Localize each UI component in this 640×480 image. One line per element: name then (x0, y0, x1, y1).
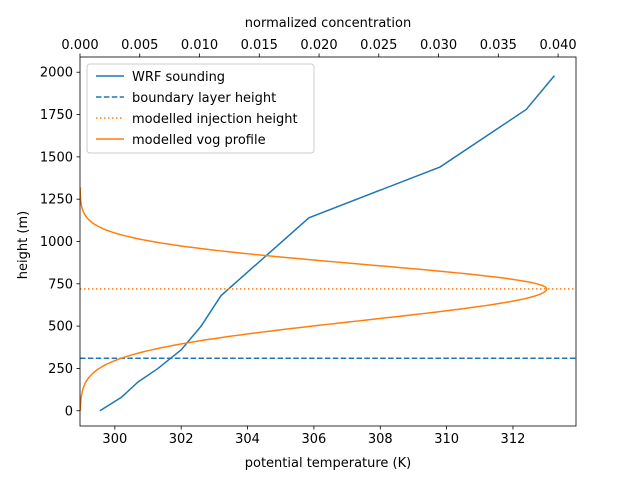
series-line-vog-profile (80, 187, 548, 411)
x-tick-label-bottom: 312 (501, 432, 526, 447)
x-axis-label-top: normalized concentration (245, 16, 411, 31)
x-tick-label-top: 0.040 (539, 38, 576, 53)
y-tick-label: 1000 (40, 235, 73, 250)
x-tick-label-top: 0.030 (420, 38, 457, 53)
legend-entry: modelled vog profile (132, 133, 266, 148)
series-group (80, 75, 576, 412)
y-tick-label: 250 (48, 362, 73, 377)
legend-entry: modelled injection height (132, 112, 298, 127)
x-tick-label-top: 0.005 (121, 38, 158, 53)
legend-entry: WRF sounding (132, 70, 225, 85)
x-tick-label-bottom: 306 (301, 432, 326, 447)
x-tick-label-bottom: 304 (235, 432, 260, 447)
y-axis-label: height (m) (16, 211, 31, 279)
y-tick-label: 1750 (40, 108, 73, 123)
x-tick-label-bottom: 300 (102, 432, 127, 447)
y-tick-label: 2000 (40, 66, 73, 81)
y-tick-label: 750 (48, 277, 73, 292)
axes: 300 302 304 306 308 310 312 0.000 0.005 0.010 0.01… (40, 38, 577, 447)
x-tick-label-bottom: 308 (368, 432, 393, 447)
y-tick-label: 1250 (40, 193, 73, 208)
x-tick-label-top: 0.035 (480, 38, 517, 53)
plot-area (80, 75, 576, 412)
x-tick-label-top: 0.025 (360, 38, 397, 53)
y-tick-label: 500 (48, 320, 73, 335)
y-tick-label: 0 (65, 404, 73, 419)
x-tick-label-top: 0.000 (61, 38, 98, 53)
x-tick-label-top: 0.015 (241, 38, 278, 53)
legend-entry: boundary layer height (132, 91, 276, 106)
x-tick-label-top: 0.010 (181, 38, 218, 53)
x-tick-label-top: 0.020 (300, 38, 337, 53)
legend-frame (86, 63, 315, 154)
x-tick-label-bottom: 310 (434, 432, 459, 447)
x-axis-label-bottom: potential temperature (K) (245, 456, 411, 471)
legend: WRF sounding boundary layer height modelle… (86, 63, 315, 154)
y-tick-label: 1500 (40, 150, 73, 165)
x-tick-label-bottom: 302 (169, 432, 194, 447)
series-line-wrf-sounding (99, 75, 556, 412)
